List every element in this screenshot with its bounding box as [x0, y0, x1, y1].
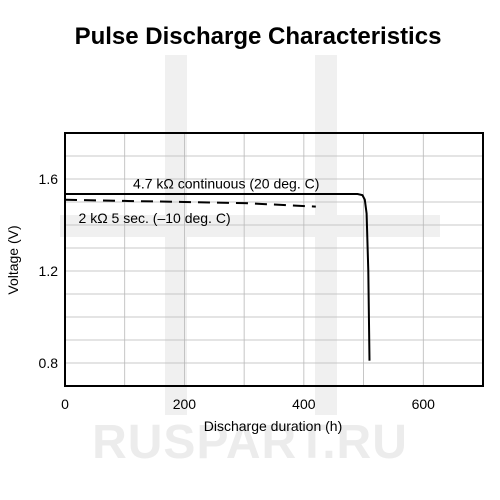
y-tick-label: 1.2: [39, 263, 59, 279]
y-axis-ticks: 0.8 1.2 1.6: [39, 171, 59, 371]
watermark: RUSPART.RU: [60, 55, 440, 469]
watermark-bar-middle: [60, 215, 440, 237]
annotation-label: 4.7 kΩ continuous (20 deg. C): [133, 176, 319, 192]
y-axis-label: Voltage (V): [5, 225, 21, 294]
x-tick-label: 0: [61, 396, 69, 412]
x-axis-ticks: 0 200 400 600: [61, 396, 435, 412]
y-tick-label: 1.6: [39, 171, 59, 187]
series-line-solid: [65, 193, 371, 361]
x-axis-label: Discharge duration (h): [204, 418, 343, 434]
grid: [64, 132, 484, 387]
watermark-text: RUSPART.RU: [92, 416, 408, 469]
chart-title: Pulse Discharge Characteristics: [75, 23, 442, 50]
x-tick-label: 600: [412, 396, 436, 412]
y-tick-label: 0.8: [39, 355, 59, 371]
plot-frame: [64, 132, 484, 387]
annotations: 4.7 kΩ continuous (20 deg. C) 2 kΩ 5 sec.…: [79, 176, 320, 227]
series-line-dashed: [64, 198, 316, 208]
series-layer: [64, 193, 371, 361]
annotation-label: 2 kΩ 5 sec. (–10 deg. C): [79, 210, 231, 226]
x-tick-label: 400: [292, 396, 316, 412]
x-tick-label: 200: [173, 396, 197, 412]
